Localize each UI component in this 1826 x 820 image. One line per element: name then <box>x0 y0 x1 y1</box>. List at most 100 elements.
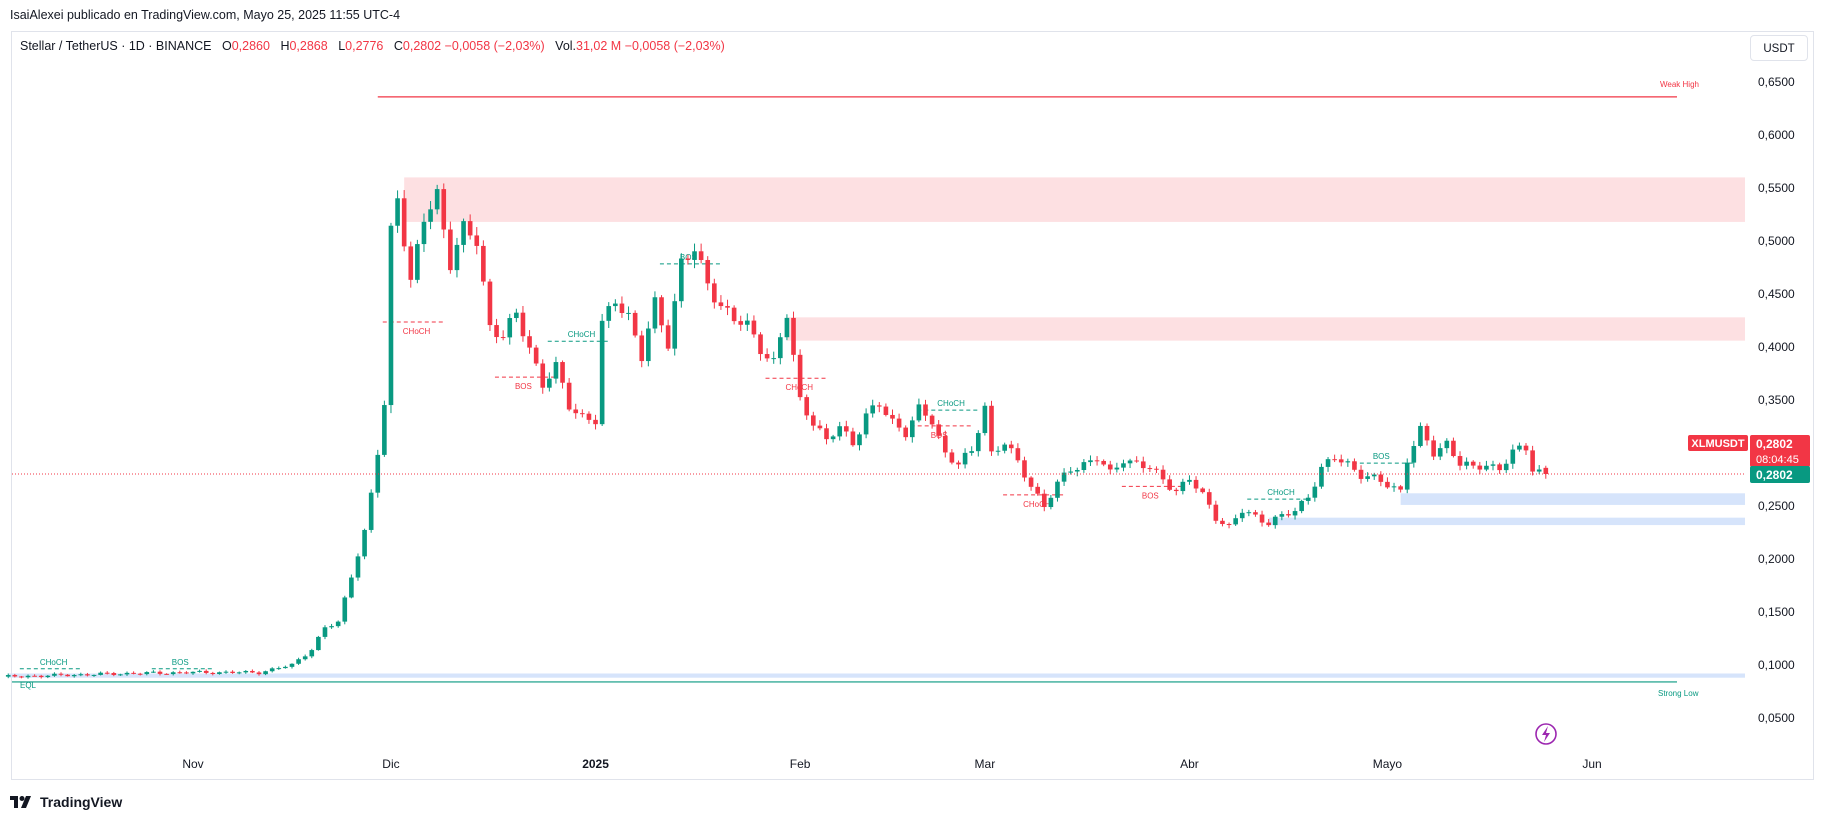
candle-body[interactable] <box>1094 460 1100 462</box>
candle-body[interactable] <box>1074 470 1080 472</box>
candle-body[interactable] <box>751 320 757 335</box>
candle-body[interactable] <box>1530 450 1535 472</box>
candle-body[interactable] <box>309 650 315 657</box>
candle-body[interactable] <box>118 674 123 676</box>
candle-body[interactable] <box>646 328 651 362</box>
candle-body[interactable] <box>923 404 928 416</box>
candle-body[interactable] <box>712 283 717 303</box>
candle-body[interactable] <box>1371 474 1377 477</box>
candle-body[interactable] <box>1068 471 1073 473</box>
candle-body[interactable] <box>98 672 103 675</box>
candle-body[interactable] <box>791 317 796 355</box>
candle-body[interactable] <box>1497 464 1502 471</box>
candle-body[interactable] <box>1167 479 1172 490</box>
candle-body[interactable] <box>302 656 308 660</box>
candle-body[interactable] <box>111 673 117 675</box>
candle-body[interactable] <box>804 397 810 416</box>
candle-body[interactable] <box>467 221 473 236</box>
candle-body[interactable] <box>1312 486 1318 498</box>
candle-body[interactable] <box>665 325 671 349</box>
candle-body[interactable] <box>461 221 466 245</box>
candle-body[interactable] <box>276 668 282 670</box>
candle-body[interactable] <box>256 672 262 675</box>
candle-body[interactable] <box>540 363 546 388</box>
candle-body[interactable] <box>606 306 612 321</box>
candle-body[interactable] <box>1213 504 1219 521</box>
symbol-title[interactable]: Stellar / TetherUS · 1D · BINANCE <box>20 39 212 53</box>
candle-body[interactable] <box>1404 462 1410 490</box>
candle-body[interactable] <box>1114 467 1120 470</box>
candle-body[interactable] <box>454 244 460 271</box>
candle-body[interactable] <box>1035 486 1040 494</box>
candle-body[interactable] <box>1279 514 1285 517</box>
candle-body[interactable] <box>164 673 169 675</box>
candle-body[interactable] <box>32 675 37 677</box>
candle-body[interactable] <box>1437 448 1443 457</box>
candle-body[interactable] <box>1002 444 1007 451</box>
candle-body[interactable] <box>1325 459 1331 467</box>
candle-body[interactable] <box>995 450 1001 452</box>
candle-body[interactable] <box>500 337 506 339</box>
candle-body[interactable] <box>19 676 24 678</box>
candle-body[interactable] <box>5 675 11 677</box>
candle-body[interactable] <box>269 668 275 672</box>
candle-body[interactable] <box>434 189 440 210</box>
candle-body[interactable] <box>1484 465 1489 470</box>
candle-body[interactable] <box>388 225 394 406</box>
candle-body[interactable] <box>1187 479 1192 482</box>
candle-body[interactable] <box>177 672 183 674</box>
candle-body[interactable] <box>1055 481 1060 498</box>
candle-body[interactable] <box>362 529 367 557</box>
candle-body[interactable] <box>672 301 678 349</box>
candle-body[interactable] <box>1022 460 1027 478</box>
candle-body[interactable] <box>1048 497 1054 508</box>
candle-body[interactable] <box>857 434 862 446</box>
candle-body[interactable] <box>190 671 196 674</box>
candle-body[interactable] <box>817 425 823 429</box>
candle-body[interactable] <box>322 627 328 637</box>
candle-body[interactable] <box>613 303 618 307</box>
candle-body[interactable] <box>1418 425 1423 447</box>
candle-body[interactable] <box>764 354 770 359</box>
candle-body[interactable] <box>1536 469 1542 472</box>
candle-body[interactable] <box>1451 440 1456 457</box>
candle-body[interactable] <box>428 209 433 222</box>
candle-body[interactable] <box>375 454 381 493</box>
candle-body[interactable] <box>448 229 453 271</box>
candle-body[interactable] <box>474 235 480 246</box>
candle-body[interactable] <box>573 409 579 414</box>
candle-body[interactable] <box>263 671 268 675</box>
candle-body[interactable] <box>342 597 348 622</box>
candle-body[interactable] <box>698 251 704 260</box>
candle-body[interactable] <box>586 413 592 420</box>
candle-body[interactable] <box>580 413 585 415</box>
candle-body[interactable] <box>1220 520 1225 525</box>
candle-body[interactable] <box>1140 461 1146 469</box>
candle-body[interactable] <box>533 347 539 364</box>
candle-body[interactable] <box>1081 462 1087 471</box>
candle-body[interactable] <box>731 307 737 322</box>
candle-body[interactable] <box>1305 497 1311 501</box>
candle-body[interactable] <box>230 671 235 673</box>
candle-body[interactable] <box>725 306 730 308</box>
candle-body[interactable] <box>289 663 295 667</box>
candle-body[interactable] <box>659 297 664 326</box>
candle-body[interactable] <box>124 672 130 675</box>
candle-body[interactable] <box>632 312 638 336</box>
candle-body[interactable] <box>520 312 526 337</box>
lightning-icon[interactable] <box>1535 723 1557 745</box>
candle-body[interactable] <box>137 673 143 675</box>
candle-body[interactable] <box>745 320 750 325</box>
candle-body[interactable] <box>1292 511 1298 516</box>
candle-body[interactable] <box>1411 446 1417 463</box>
candle-body[interactable] <box>243 670 249 673</box>
candle-body[interactable] <box>837 426 843 437</box>
candle-body[interactable] <box>184 672 189 674</box>
candle-body[interactable] <box>197 670 202 672</box>
candle-body[interactable] <box>355 556 361 578</box>
candle-body[interactable] <box>514 312 519 319</box>
candle-body[interactable] <box>956 462 961 465</box>
candle-body[interactable] <box>936 424 942 436</box>
candle-body[interactable] <box>507 318 513 338</box>
candle-body[interactable] <box>1299 500 1304 512</box>
